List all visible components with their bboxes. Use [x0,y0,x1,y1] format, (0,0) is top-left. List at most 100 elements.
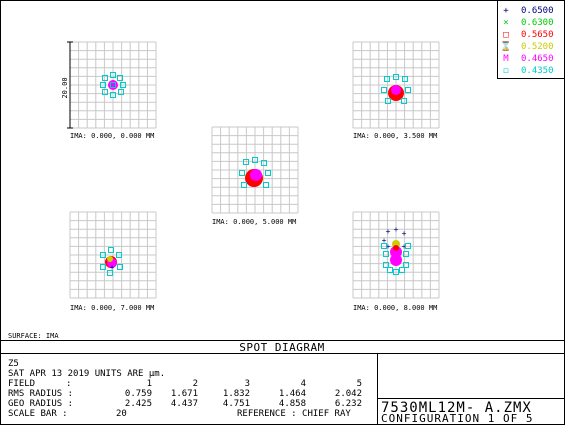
spot-marker [383,251,389,257]
spot-marker: + [402,242,407,251]
legend-label: 0.5650 [521,30,554,40]
spot-marker [393,74,399,80]
legend-marker: M [503,54,509,64]
spot-cluster [393,245,399,251]
spot-marker [102,75,108,81]
field-row-colon: : [66,379,71,389]
spot-marker [102,89,108,95]
spot-marker [403,251,409,257]
field-label-3: IMA: 0.000, 5.000 MM [212,218,296,226]
rms-value: 2.042 [335,389,362,399]
legend-marker: × [503,18,508,28]
spot-marker [261,160,267,166]
spot-marker [399,267,405,273]
field-value: 2 [193,379,198,389]
spot-marker [403,262,409,268]
spot-marker [402,76,408,82]
scale-row-value: 20 [116,409,127,419]
rms-value: 1.464 [279,389,306,399]
geo-row-label: GEO RADIUS : [8,399,73,409]
field-label-5: IMA: 0.000, 8.000 MM [353,304,437,312]
spot-marker [405,87,411,93]
spot-marker [241,182,247,188]
spot-marker [384,76,390,82]
geo-value: 4.751 [223,399,250,409]
legend-label: 0.6300 [521,18,554,28]
spot-marker [381,87,387,93]
field-label-4: IMA: 0.000, 7.000 MM [70,304,154,312]
spot-marker [100,82,106,88]
field-value: 3 [245,379,250,389]
spot-marker [405,243,411,249]
info-panel: SPOT DIAGRAM Z5 SAT APR 13 2019 UNITS AR… [0,340,565,425]
spot-marker [239,170,245,176]
legend-label: 0.4350 [521,66,554,76]
spot-marker [243,159,249,165]
spot-marker [100,264,106,270]
spot-marker: + [402,229,407,238]
spot-marker [265,170,271,176]
spot-marker [252,157,258,163]
scale-bar-label: 20.00 [61,77,69,98]
spot-marker [108,247,114,253]
geo-value: 4.437 [171,399,198,409]
legend-label: 0.6500 [521,6,554,16]
spot-cluster [390,254,402,266]
spot-marker [116,252,122,258]
geo-value: 2.425 [125,399,152,409]
legend-marker: ⌛ [500,40,511,52]
field-value: 4 [301,379,306,389]
reference-line: REFERENCE : CHIEF RAY [237,409,351,419]
spot-cluster [250,169,262,181]
file-name: 7530ML12M- A.ZMX [381,400,532,416]
surface-number: Z5 [8,359,19,369]
spot-marker [120,82,126,88]
rms-value: 1.671 [171,389,198,399]
spot-marker [118,89,124,95]
spot-marker: + [386,227,391,236]
spot-marker [110,72,116,78]
rms-row-label: RMS RADIUS : [8,389,73,399]
legend-marker: □ [503,30,509,40]
geo-value: 6.232 [335,399,362,409]
surface-label: SURFACE: IMA [8,332,59,340]
spot-cluster [391,85,401,95]
spot-cluster [108,80,118,90]
date-line: SAT APR 13 2019 UNITS ARE µm. [8,369,165,379]
spot-cluster [107,256,113,262]
field-grid-2 [352,41,440,129]
configuration: CONFIGURATION 1 OF 5 [381,412,533,425]
legend-marker: ◻ [503,66,508,76]
legend: +0.6500 × 0.6300 □ 0.5650 ⌛ 0.5200 M 0.4650 ◻ 0.43… [497,0,565,79]
spot-marker [387,267,393,273]
spot-marker: + [110,263,115,272]
field-label-1: IMA: 0.000, 0.000 MM [70,132,154,140]
spot-points: ++ + +++ + [100,72,411,276]
rms-value: 0.759 [125,389,152,399]
spot-marker [107,270,113,276]
spot-marker [110,92,116,98]
field-value: 1 [147,379,152,389]
spot-marker [263,182,269,188]
field-grid-5 [352,211,440,299]
field-value: 5 [357,379,362,389]
spot-marker [393,269,399,275]
scale-row-label: SCALE BAR : [8,409,68,419]
rms-value: 1.832 [223,389,250,399]
legend-label: 0.4650 [521,54,554,64]
spot-marker [117,264,123,270]
spot-marker [383,262,389,268]
legend-marker: + [503,6,509,16]
field-row-label: FIELD [8,379,35,389]
spot-marker [401,98,407,104]
spot-marker [381,243,387,249]
scale-bar: 20.00 [61,41,73,129]
legend-label: 0.5200 [521,42,554,52]
spot-marker [110,82,116,88]
spot-marker: + [394,225,399,234]
field-grid-1 [69,41,157,129]
spot-marker [100,252,106,258]
spot-marker [385,98,391,104]
spot-marker: + [382,236,387,245]
